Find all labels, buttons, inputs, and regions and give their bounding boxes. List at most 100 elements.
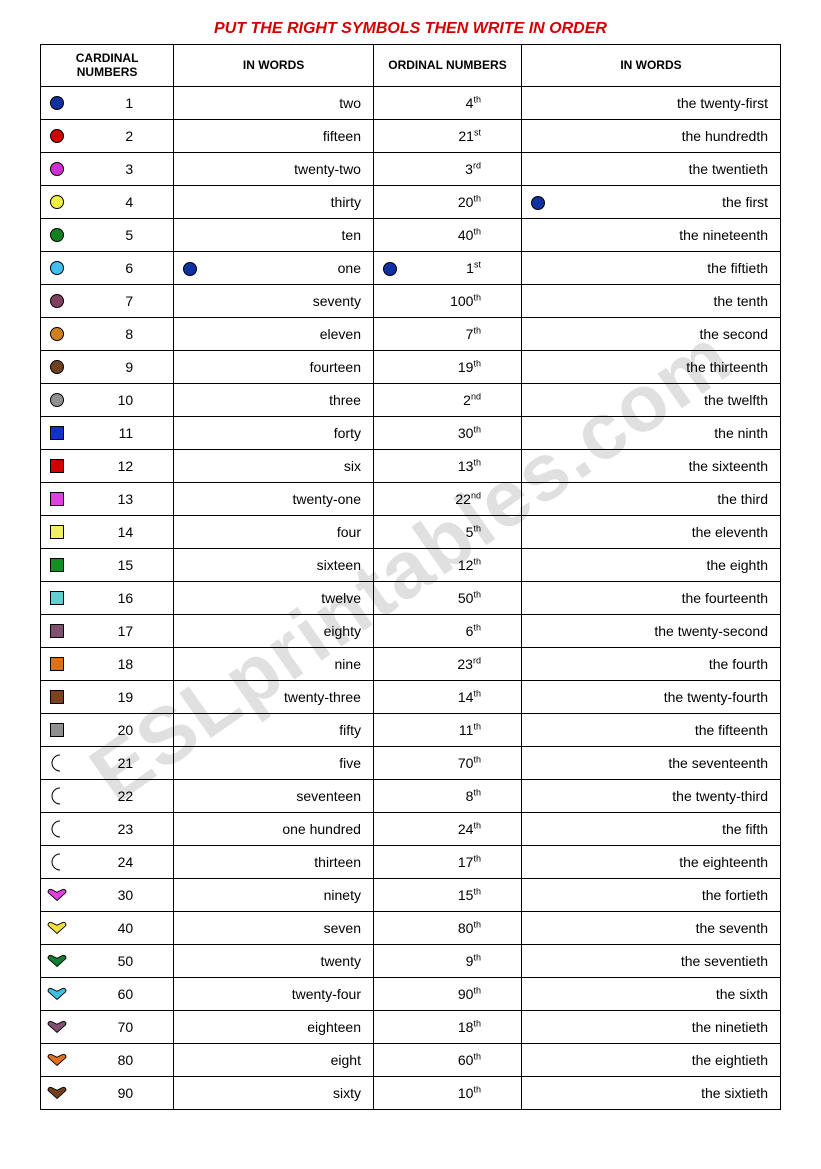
ordinal-word-cell: the twentieth	[521, 152, 780, 185]
cardinal-number: 16	[118, 590, 134, 606]
ordinal-word: the sixtieth	[701, 1085, 768, 1101]
cardinal-cell: 11	[41, 416, 174, 449]
ordinal-cell: 3rd	[373, 152, 521, 185]
ordinal-word-cell: the twenty-second	[521, 614, 780, 647]
heart-icon	[47, 918, 67, 938]
circle-icon	[47, 159, 67, 179]
circle-icon	[47, 192, 67, 212]
table-row: 30ninety15ththe fortieth	[41, 878, 781, 911]
cardinal-number: 10	[118, 392, 134, 408]
ordinal-word-cell: the second	[521, 317, 780, 350]
cardinal-cell: 2	[41, 119, 174, 152]
table-row: 15sixteen12ththe eighth	[41, 548, 781, 581]
cardinal-number: 19	[118, 689, 134, 705]
cardinal-word-cell: eight	[174, 1043, 374, 1076]
cardinal-cell: 16	[41, 581, 174, 614]
ordinal-number: 100th	[450, 293, 481, 309]
cardinal-cell: 7	[41, 284, 174, 317]
cardinal-word: one	[338, 260, 361, 276]
square-icon	[47, 654, 67, 674]
ordinal-cell: 50th	[373, 581, 521, 614]
ordinal-number: 6th	[466, 623, 481, 639]
cardinal-number: 14	[118, 524, 134, 540]
ordinal-word-cell: the fortieth	[521, 878, 780, 911]
ordinal-number: 30th	[458, 425, 481, 441]
table-row: 10three2ndthe twelfth	[41, 383, 781, 416]
heart-icon	[47, 951, 67, 971]
ordinal-word-cell: the third	[521, 482, 780, 515]
ordinal-word: the twenty-third	[672, 788, 768, 804]
cardinal-number: 60	[118, 986, 134, 1002]
ordinal-word: the seventh	[696, 920, 768, 936]
ordinal-word: the fiftieth	[707, 260, 768, 276]
table-row: 24thirteen17ththe eighteenth	[41, 845, 781, 878]
header-ordinal: ORDINAL NUMBERS	[373, 45, 521, 87]
ordinal-number: 19th	[458, 359, 481, 375]
cardinal-cell: 10	[41, 383, 174, 416]
cardinal-cell: 60	[41, 977, 174, 1010]
ordinal-word: the twelfth	[704, 392, 768, 408]
ordinal-word: the eighteenth	[679, 854, 768, 870]
ordinal-word-cell: the twenty-third	[521, 779, 780, 812]
cardinal-number: 4	[125, 194, 133, 210]
header-cardinal: CARDINAL NUMBERS	[41, 45, 174, 87]
cardinal-word: four	[337, 524, 361, 540]
cardinal-word-cell: fifteen	[174, 119, 374, 152]
cardinal-number: 30	[118, 887, 134, 903]
table-row: 60twenty-four90ththe sixth	[41, 977, 781, 1010]
ordinal-word: the sixteenth	[689, 458, 768, 474]
ordinal-number: 1st	[466, 260, 481, 276]
cardinal-word-cell: twenty-four	[174, 977, 374, 1010]
cardinal-word: thirty	[331, 194, 361, 210]
square-icon	[47, 588, 67, 608]
ordinal-word: the nineteenth	[679, 227, 768, 243]
ordinal-number: 7th	[466, 326, 481, 342]
cardinal-number: 7	[125, 293, 133, 309]
ordinal-cell: 8th	[373, 779, 521, 812]
table-row: 14four5ththe eleventh	[41, 515, 781, 548]
cardinal-number: 21	[118, 755, 134, 771]
ordinal-cell: 6th	[373, 614, 521, 647]
heart-icon	[47, 1083, 67, 1103]
cardinal-number: 9	[125, 359, 133, 375]
cardinal-cell: 50	[41, 944, 174, 977]
ordinal-word: the twenty-fourth	[664, 689, 768, 705]
ordinal-number: 8th	[466, 788, 481, 804]
ordinal-word: the thirteenth	[686, 359, 768, 375]
page-title: PUT THE RIGHT SYMBOLS THEN WRITE IN ORDE…	[40, 20, 781, 38]
table-row: 4thirty20ththe first	[41, 185, 781, 218]
cardinal-cell: 13	[41, 482, 174, 515]
cardinal-word-cell: fourteen	[174, 350, 374, 383]
ordinal-word-cell: the sixth	[521, 977, 780, 1010]
cardinal-word-cell: thirteen	[174, 845, 374, 878]
circle-icon	[47, 390, 67, 410]
cardinal-cell: 5	[41, 218, 174, 251]
moon-icon	[47, 852, 67, 872]
cardinal-number: 90	[118, 1085, 134, 1101]
ordinal-word-cell: the fifth	[521, 812, 780, 845]
cardinal-cell: 4	[41, 185, 174, 218]
table-row: 12six13ththe sixteenth	[41, 449, 781, 482]
ordinal-cell: 80th	[373, 911, 521, 944]
ordinal-number: 70th	[458, 755, 481, 771]
ordinal-word: the seventieth	[681, 953, 768, 969]
cardinal-word: thirteen	[314, 854, 361, 870]
cardinal-word: seventy	[313, 293, 361, 309]
ordinal-word: the eighth	[707, 557, 769, 573]
cardinal-cell: 14	[41, 515, 174, 548]
cardinal-word-cell: fifty	[174, 713, 374, 746]
cardinal-cell: 20	[41, 713, 174, 746]
ordinal-word: the seventeenth	[668, 755, 768, 771]
table-row: 22seventeen8ththe twenty-third	[41, 779, 781, 812]
ordinal-word: the tenth	[714, 293, 769, 309]
circle-icon	[47, 126, 67, 146]
moon-icon	[47, 786, 67, 806]
cardinal-cell: 30	[41, 878, 174, 911]
table-row: 9 fourteen 19th the thirteenth	[41, 350, 781, 383]
cardinal-word-cell: eleven	[174, 317, 374, 350]
table-row: 2fifteen21stthe hundredth	[41, 119, 781, 152]
cardinal-word: eighty	[324, 623, 361, 639]
circle-icon	[47, 357, 67, 377]
heart-icon	[47, 1017, 67, 1037]
cardinal-number: 18	[118, 656, 134, 672]
